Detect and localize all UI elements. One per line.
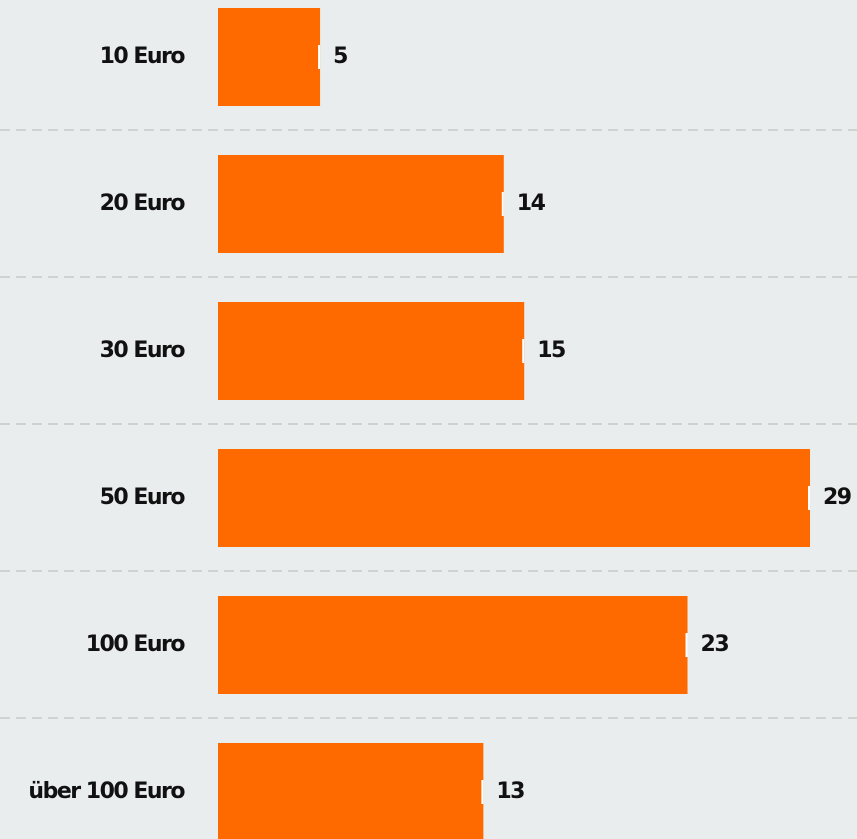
bar-end (318, 45, 321, 69)
bar-end (685, 633, 688, 657)
bar (218, 155, 504, 253)
y-tick-label: über 100 Euro (28, 779, 185, 804)
bar-end (481, 780, 484, 804)
value-label: 29 (823, 485, 851, 510)
value-label: 15 (537, 338, 565, 363)
bar (218, 449, 810, 547)
y-tick-label: 30 Euro (100, 338, 186, 363)
bar (218, 302, 525, 400)
bar (218, 743, 484, 839)
bar-end (501, 192, 504, 216)
y-tick-label: 50 Euro (100, 485, 186, 510)
bar-end (808, 486, 810, 510)
value-label: 5 (333, 44, 347, 69)
value-label: 23 (701, 632, 729, 657)
value-label: 14 (517, 191, 546, 216)
bar (218, 8, 321, 106)
y-tick-label: 10 Euro (100, 44, 186, 69)
bar-end (522, 339, 525, 363)
bar (218, 596, 688, 694)
y-tick-label: 100 Euro (86, 632, 186, 657)
y-tick-label: 20 Euro (100, 191, 186, 216)
value-label: 13 (496, 779, 524, 804)
